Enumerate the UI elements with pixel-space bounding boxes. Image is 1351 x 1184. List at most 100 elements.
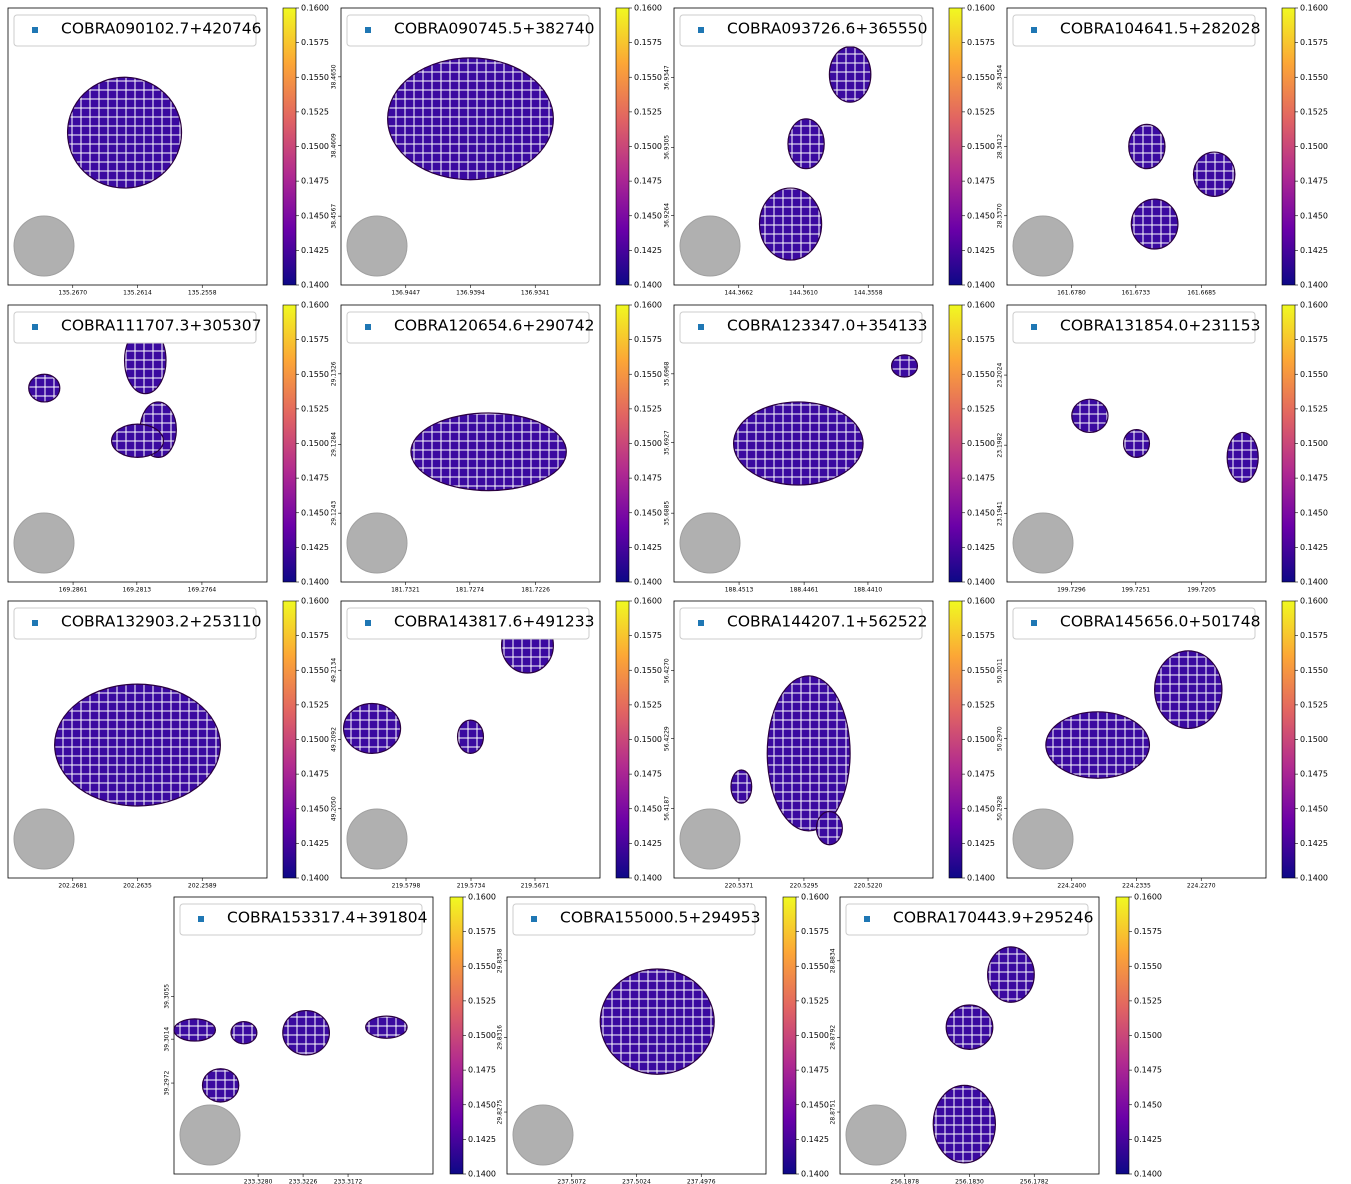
panel: COBRA145656.0+501748 224.2400 224.2335 224.… [997,597,1329,890]
colorbar-tick-label: 0.1525 [634,404,662,413]
colorbar-tick-label: 0.1500 [967,735,995,744]
colorbar-tick-label: 0.1550 [967,370,995,379]
x-tick-label: 233.3280 [244,1179,273,1184]
source-region [1128,123,1166,170]
panel: COBRA090745.5+382740 136.9447 136.9394 136.… [331,4,663,297]
colorbar-tick-label: 0.1450 [468,1100,496,1109]
colorbar [449,896,464,1175]
colorbar-tick-label: 0.1475 [967,770,995,779]
colorbar-tick-label: 0.1475 [301,770,329,779]
colorbar-tick-label: 0.1575 [634,335,662,344]
legend-box [1012,607,1256,640]
legend-marker [698,620,704,626]
colorbar-tick-label: 0.1525 [301,700,329,709]
colorbar-tick-label: 0.1550 [801,962,829,971]
colorbar-tick-label: 0.1400 [301,578,329,587]
colorbar-tick-label: 0.1500 [634,142,662,151]
colorbar-tick-label: 0.1600 [967,301,995,310]
y-tick-label: 50.2928 [997,796,1004,821]
y-tick-label: 56.4270 [664,658,671,683]
legend-marker [32,620,38,626]
source-region [1045,711,1151,779]
colorbar-tick-label: 0.1575 [634,631,662,640]
y-tick-label: 56.4187 [664,796,671,821]
colorbar-tick-label: 0.1525 [1300,404,1328,413]
legend-marker [1031,27,1037,33]
colorbar-tick-label: 0.1500 [801,1031,829,1040]
colorbar [948,304,963,583]
x-tick-label: 233.3226 [289,1179,318,1184]
colorbar-tick-label: 0.1475 [1134,1066,1162,1075]
colorbar-tick-label: 0.1475 [967,474,995,483]
source-region [1192,151,1236,197]
x-tick-label: 202.2589 [188,883,217,890]
x-tick-label: 169.2764 [188,587,217,594]
colorbar-tick-label: 0.1400 [967,874,995,883]
colorbar-tick-label: 0.1550 [634,370,662,379]
legend-label: COBRA155000.5+294953 [560,909,761,927]
x-tick-label: 220.5295 [790,883,819,890]
y-tick-label: 49.2050 [331,796,338,821]
colorbar-tick-label: 0.1400 [301,281,329,290]
colorbar-tick-label: 0.1500 [1300,142,1328,151]
source-region [365,1015,408,1039]
colorbar-tick-label: 0.1600 [634,4,662,13]
source-region [410,412,567,492]
colorbar-tick-label: 0.1525 [468,996,496,1005]
colorbar-tick-label: 0.1425 [1300,839,1328,848]
colorbar [782,896,797,1175]
colorbar-tick-label: 0.1425 [634,246,662,255]
colorbar-tick-label: 0.1400 [1134,1170,1162,1179]
y-tick-label: 38.4567 [331,204,338,229]
colorbar-tick-label: 0.1450 [301,508,329,517]
colorbar-tick-label: 0.1550 [301,666,329,675]
legend-label: COBRA093726.6+365550 [727,20,928,38]
colorbar-tick-label: 0.1425 [301,246,329,255]
colorbar-tick-label: 0.1525 [634,107,662,116]
legend-label: COBRA104641.5+282028 [1060,20,1261,38]
colorbar [1281,7,1296,286]
legend-box [1012,311,1256,344]
source-region [1071,398,1109,434]
source-region [28,373,61,403]
panel: COBRA123347.0+354133 188.4513 188.4461 188.… [664,301,996,594]
panel: COBRA144207.1+562522 220.5371 220.5295 220.… [664,597,996,890]
source-region [1122,429,1151,458]
colorbar-tick-label: 0.1400 [967,281,995,290]
legend-label: COBRA144207.1+562522 [727,613,928,631]
y-tick-label: 29.1243 [331,501,338,526]
colorbar-tick-label: 0.1425 [1300,246,1328,255]
legend-box [1012,14,1256,47]
legend-box [679,311,923,344]
source-region [201,1068,240,1103]
x-tick-label: 199.7251 [1121,587,1150,594]
x-tick-label: 233.3172 [334,1179,363,1184]
colorbar-tick-label: 0.1450 [634,804,662,813]
colorbar-tick-label: 0.1450 [634,508,662,517]
x-tick-label: 219.5671 [521,883,550,890]
beam [1012,512,1074,574]
colorbar-tick-label: 0.1500 [1300,735,1328,744]
colorbar-tick-label: 0.1550 [634,666,662,675]
colorbar-tick-label: 0.1525 [634,700,662,709]
x-tick-label: 188.4461 [790,587,819,594]
panel: COBRA131854.0+231153 199.7296 199.7251 199.… [997,301,1329,594]
beam [346,215,408,277]
legend-label: COBRA090102.7+420746 [61,20,262,38]
x-tick-label: 224.2335 [1122,883,1151,890]
panel: COBRA132903.2+253110 202.2681 202.2635 202.… [7,597,329,890]
x-tick-label: 135.2670 [58,290,87,297]
colorbar [1281,600,1296,879]
y-tick-label: 29.8358 [497,948,504,973]
colorbar-tick-label: 0.1425 [301,839,329,848]
colorbar-tick-label: 0.1525 [1300,700,1328,709]
x-tick-label: 136.9394 [456,290,485,297]
colorbar-tick-label: 0.1400 [1300,874,1328,883]
colorbar [282,7,297,286]
y-tick-label: 36.9347 [664,65,671,90]
source-region [730,769,753,804]
x-tick-label: 161.6733 [1121,290,1150,297]
colorbar-tick-label: 0.1600 [801,893,829,902]
colorbar-tick-label: 0.1425 [468,1135,496,1144]
colorbar-tick-label: 0.1550 [468,962,496,971]
